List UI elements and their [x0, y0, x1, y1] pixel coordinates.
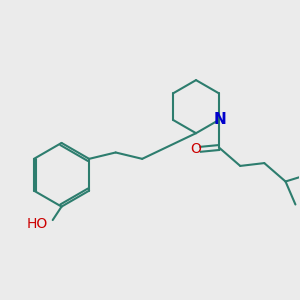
Text: O: O [190, 142, 201, 156]
Text: N: N [214, 112, 226, 128]
Text: HO: HO [26, 217, 47, 231]
